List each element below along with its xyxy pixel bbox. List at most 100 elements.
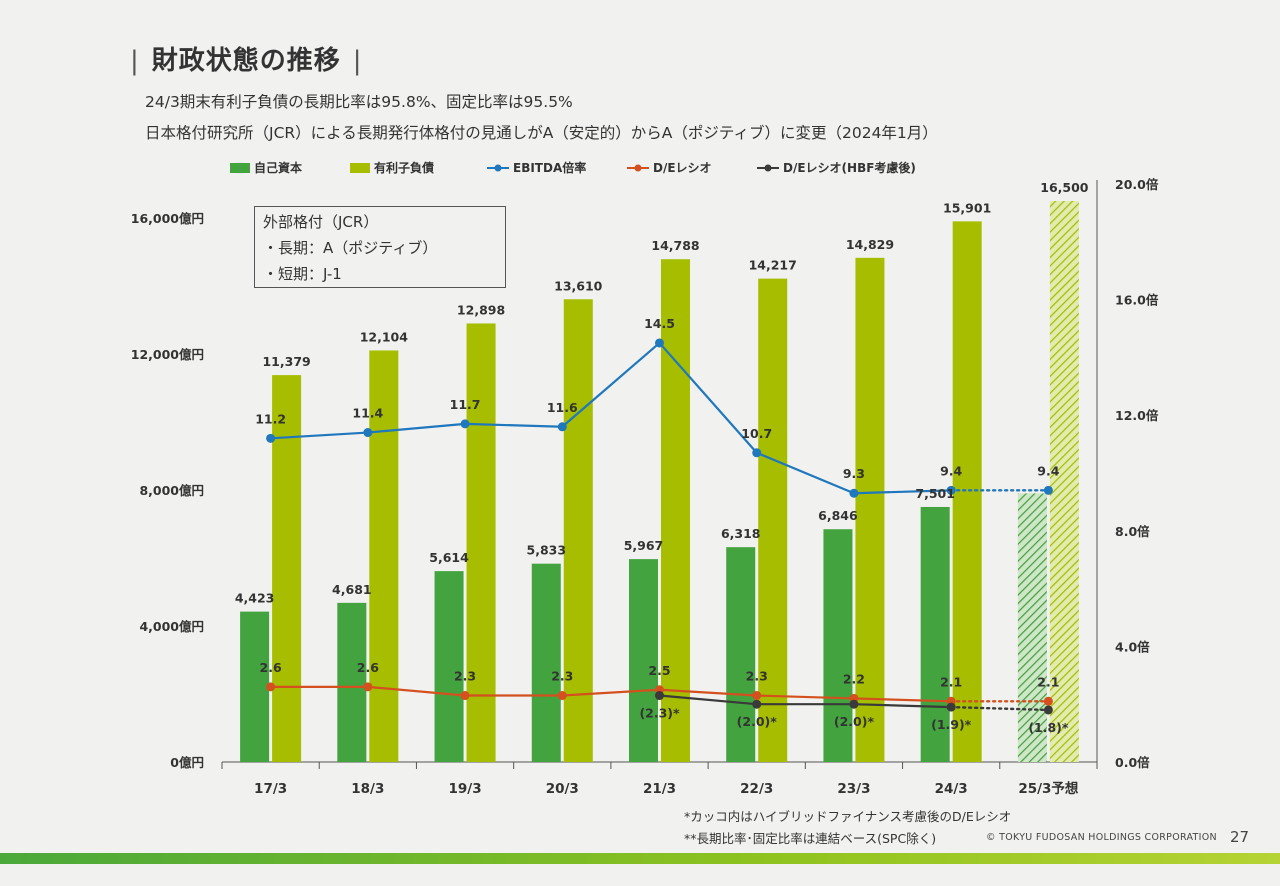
rating-box-title: 外部格付（JCR） <box>263 213 379 231</box>
debt-bar <box>952 221 982 763</box>
de-data-label: 2.6 <box>260 660 282 675</box>
page-title: | 財政状態の推移 | <box>130 46 363 76</box>
debt-data-label: 15,901 <box>943 200 991 215</box>
de-hbf-data-label: (2.3)* <box>639 706 680 721</box>
debt-data-label: 14,829 <box>846 237 894 252</box>
ebitda-data-label: 9.4 <box>940 463 962 478</box>
de-hbf-point <box>1043 705 1053 715</box>
ebitda-point <box>655 338 664 348</box>
left-axis-tick-label: 12,000億円 <box>131 347 204 362</box>
x-axis-category-label: 21/3 <box>643 781 676 797</box>
ebitda-point <box>266 433 276 443</box>
x-axis-category-label: 25/3予想 <box>1018 780 1079 797</box>
x-axis-category-label: 23/3 <box>837 781 870 797</box>
de-hbf-data-label: (2.0)* <box>737 714 778 729</box>
right-axis-tick-label: 0.0倍 <box>1115 755 1150 770</box>
debt-bar <box>272 375 302 762</box>
x-axis-category-label: 24/3 <box>935 781 968 797</box>
debt-bar <box>466 323 496 762</box>
ebitda-data-label: 11.4 <box>352 406 383 421</box>
de-hbf-point <box>752 699 762 709</box>
ebitda-data-label: 9.3 <box>843 466 865 481</box>
equity-bar <box>337 602 367 762</box>
debt-bar <box>758 278 788 762</box>
de-data-label: 2.5 <box>648 663 670 678</box>
de-hbf-data-label: (2.0)* <box>834 714 875 729</box>
legend-de-hbf: D/Eレシオ(HBF考慮後) <box>757 159 916 176</box>
note-ratio: **長期比率･固定比率は連結ベース(SPC除く) <box>684 831 937 846</box>
de-point <box>460 691 470 701</box>
de-hbf-line-segment <box>853 703 952 709</box>
x-axis-category-label: 17/3 <box>254 781 287 797</box>
left-axis-tick-label: 16,000億円 <box>131 211 204 226</box>
left-axis-tick-label: 0億円 <box>170 755 204 770</box>
ebitda-data-label: 9.4 <box>1037 463 1059 478</box>
de-point <box>752 691 762 701</box>
equity-data-label: 5,614 <box>429 550 469 565</box>
equity-bar <box>629 559 658 762</box>
ebitda-line-segment <box>561 342 661 428</box>
ebitda-point <box>557 422 567 432</box>
page-number: 27 <box>1230 828 1250 846</box>
equity-bar <box>240 611 270 762</box>
note-hbf: *カッコ内はハイブリッドファイナンス考慮後のD/Eレシオ <box>684 809 1012 824</box>
page-title-text: 財政状態の推移 <box>151 46 341 76</box>
rating-box: 外部格付（JCR） ・長期：A（ポジティブ） ・短期：J-1 <box>254 206 506 288</box>
debt-bar <box>563 299 593 762</box>
equity-bar <box>920 506 950 762</box>
ebitda-point <box>849 488 859 498</box>
ebitda-data-label: 14.5 <box>644 316 675 331</box>
x-axis-category-label: 18/3 <box>351 781 384 797</box>
equity-data-label: 4,423 <box>235 591 275 606</box>
de-hbf-point <box>849 699 859 709</box>
de-line-segment <box>659 688 757 697</box>
right-axis-tick-label: 8.0倍 <box>1115 524 1150 539</box>
de-line-segment <box>853 697 952 703</box>
ebitda-line-segment <box>853 489 952 495</box>
equity-bar <box>531 563 561 762</box>
debt-bar <box>855 257 885 762</box>
de-point <box>266 682 276 692</box>
equity-data-label: 7,501 <box>915 486 955 501</box>
equity-bar <box>823 529 853 762</box>
debt-data-label: 16,500 <box>1040 180 1089 195</box>
equity-bar <box>434 571 464 762</box>
ebitda-point <box>363 428 373 438</box>
ebitda-line-segment <box>270 431 368 440</box>
debt-bar <box>661 259 690 762</box>
left-axis-tick-label: 8,000億円 <box>139 483 204 498</box>
equity-bar <box>1017 493 1047 762</box>
legend-ebitda: EBITDA倍率 <box>487 159 586 176</box>
ebitda-line-segment <box>658 342 758 454</box>
de-data-label: 2.1 <box>1037 674 1059 689</box>
de-hbf-data-label: (1.9)* <box>931 717 972 732</box>
de-point <box>1043 696 1053 706</box>
ebitda-data-label: 10.7 <box>741 426 772 441</box>
equity-data-label: 5,967 <box>624 538 664 553</box>
ebitda-line-segment <box>756 451 855 495</box>
ebitda-point <box>1043 485 1053 495</box>
equity-bar <box>726 547 756 762</box>
de-hbf-data-label: (1.8)* <box>1028 720 1069 735</box>
de-hbf-line-segment <box>949 705 1050 712</box>
de-data-label: 2.3 <box>551 669 573 684</box>
legend-equity: 自己資本 <box>230 159 302 176</box>
equity-data-label: 5,833 <box>527 543 567 558</box>
right-axis-tick-label: 12.0倍 <box>1115 408 1159 423</box>
ebitda-line-segment <box>367 422 466 434</box>
de-data-label: 2.6 <box>357 660 379 675</box>
ebitda-line-segment <box>465 422 563 428</box>
subtitle-1: 24/3期末有利子負債の長期比率は95.8%、固定比率は95.5% <box>145 93 573 111</box>
ebitda-point <box>460 419 470 429</box>
right-axis-tick-label: 4.0倍 <box>1115 639 1150 654</box>
rating-long-term: ・長期：A（ポジティブ） <box>263 239 438 257</box>
ebitda-point <box>752 448 762 458</box>
debt-data-label: 11,379 <box>262 354 310 369</box>
equity-data-label: 4,681 <box>332 582 372 597</box>
rating-short-term: ・短期：J-1 <box>263 265 342 283</box>
equity-data-label: 6,318 <box>721 526 761 541</box>
de-point <box>557 691 567 701</box>
de-hbf-point <box>655 691 664 701</box>
copyright: © TOKYU FUDOSAN HOLDINGS CORPORATION <box>986 832 1217 843</box>
